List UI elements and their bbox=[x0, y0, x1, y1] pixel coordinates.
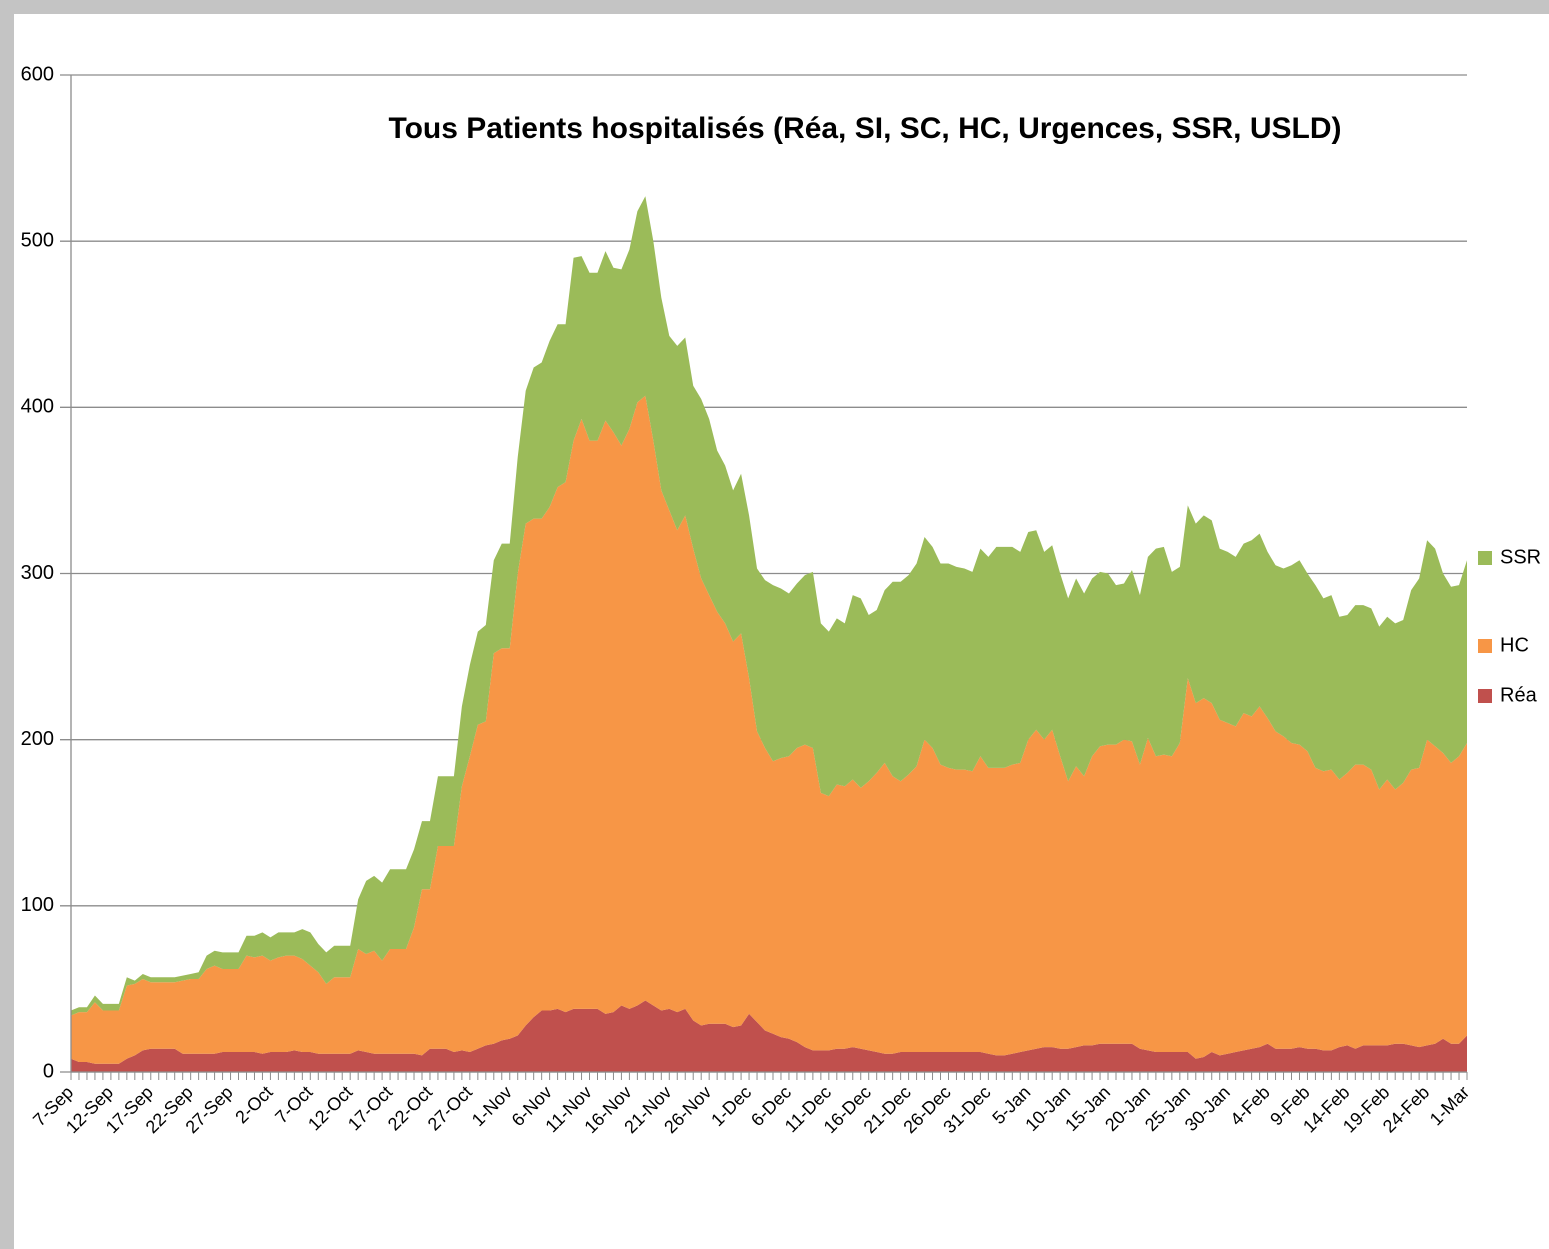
y-tick-label: 300 bbox=[21, 562, 54, 584]
legend-label: Réa bbox=[1500, 684, 1538, 706]
y-tick-label: 200 bbox=[21, 728, 54, 750]
legend-label: SSR bbox=[1500, 546, 1541, 568]
legend-swatch bbox=[1478, 639, 1492, 653]
y-tick-label: 0 bbox=[43, 1060, 54, 1082]
area bbox=[71, 395, 1467, 1064]
legend-label: HC bbox=[1500, 634, 1529, 656]
area bbox=[71, 196, 1467, 1016]
y-tick-label: 600 bbox=[21, 63, 54, 85]
legend-swatch bbox=[1478, 689, 1492, 703]
y-tick-label: 500 bbox=[21, 229, 54, 251]
chart-title: Tous Patients hospitalisés (Réa, SI, SC,… bbox=[389, 112, 1342, 145]
legend-swatch bbox=[1478, 551, 1492, 565]
y-tick-label: 100 bbox=[21, 894, 54, 916]
y-tick-label: 400 bbox=[21, 396, 54, 418]
area bbox=[71, 1000, 1467, 1072]
